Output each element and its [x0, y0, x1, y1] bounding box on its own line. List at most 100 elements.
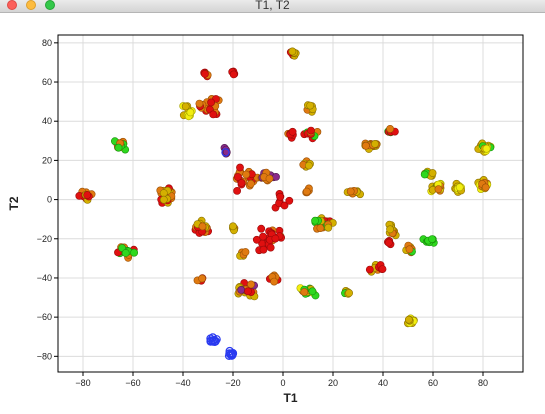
x-tick-label: 40	[378, 378, 388, 388]
data-point	[159, 195, 168, 204]
data-point	[386, 125, 394, 133]
data-point	[346, 187, 355, 196]
data-point	[345, 289, 353, 297]
data-point	[229, 70, 238, 79]
data-point	[200, 70, 209, 78]
close-window-button[interactable]	[7, 0, 17, 10]
data-point	[198, 222, 207, 231]
data-point	[233, 173, 242, 181]
data-point	[181, 102, 190, 111]
data-point	[361, 141, 370, 150]
data-point	[434, 185, 443, 194]
data-point	[265, 174, 274, 183]
data-point	[247, 280, 255, 289]
data-point	[229, 222, 237, 231]
data-point	[455, 183, 464, 192]
data-point	[186, 108, 195, 117]
data-point	[259, 245, 268, 254]
plot-grid	[58, 35, 523, 372]
y-tick-label: −60	[37, 312, 52, 322]
data-point	[221, 148, 230, 157]
x-tick-label: −80	[75, 378, 90, 388]
data-point	[270, 277, 278, 286]
data-point	[481, 183, 490, 192]
y-tick-label: 60	[42, 77, 52, 87]
data-point	[244, 287, 252, 296]
x-tick-label: −40	[175, 378, 190, 388]
data-point	[226, 350, 235, 360]
data-point	[237, 285, 246, 294]
data-point	[276, 192, 284, 201]
data-point	[237, 178, 246, 187]
data-point	[257, 224, 266, 233]
data-point	[208, 336, 217, 345]
data-point	[130, 248, 138, 257]
data-point	[378, 265, 387, 273]
data-point	[288, 127, 297, 136]
data-point	[83, 191, 92, 199]
window-title: T1, T2	[255, 0, 290, 12]
x-tick-label: −60	[125, 378, 140, 388]
data-point	[246, 179, 255, 188]
x-tick-label: 0	[280, 378, 285, 388]
data-point	[114, 143, 123, 152]
axis-ticks: −80 −60 −40 −20 0 20 40 60 80 −80 −60 −40 −20 0 20 40 60…	[37, 38, 488, 388]
x-tick-label: −20	[225, 378, 240, 388]
data-point	[241, 248, 250, 256]
data-point	[316, 224, 325, 232]
data-point	[420, 170, 429, 179]
data-point	[252, 235, 261, 244]
data-point	[311, 216, 319, 225]
data-point	[405, 245, 414, 254]
x-tick-label: 20	[328, 378, 338, 388]
data-point	[207, 98, 215, 107]
data-point	[195, 99, 204, 108]
data-point	[198, 274, 206, 283]
y-axis-label: T2	[7, 196, 21, 210]
minimize-window-button[interactable]	[26, 0, 36, 10]
y-tick-label: −40	[37, 273, 52, 283]
scatter-plot: −80 −60 −40 −20 0 20 40 60 80 −80 −60 −40 −20 0 20 40 60…	[7, 34, 524, 405]
data-point	[259, 232, 267, 241]
zoom-window-button[interactable]	[45, 0, 55, 10]
x-axis-label: T1	[283, 391, 297, 405]
data-point	[307, 126, 315, 135]
y-tick-label: 0	[47, 195, 52, 205]
data-points	[75, 47, 495, 360]
data-point	[159, 189, 168, 197]
y-tick-label: 40	[42, 116, 52, 126]
data-point	[233, 186, 241, 195]
data-point	[209, 110, 218, 119]
x-tick-label: 60	[428, 378, 438, 388]
data-point	[308, 287, 317, 296]
x-tick-label: 80	[478, 378, 488, 388]
data-point	[304, 161, 313, 170]
data-point	[428, 235, 436, 243]
y-tick-label: −80	[37, 351, 52, 361]
title-bar: T1, T2	[0, 0, 545, 13]
data-point	[242, 170, 250, 179]
data-point	[236, 163, 244, 172]
data-point	[266, 243, 275, 252]
data-point	[384, 238, 393, 247]
data-point	[300, 288, 309, 296]
data-point	[285, 196, 294, 205]
data-point	[386, 225, 394, 234]
data-point	[324, 223, 333, 232]
data-point	[404, 315, 413, 324]
data-point	[272, 172, 280, 181]
data-point	[365, 265, 374, 274]
data-point	[371, 139, 379, 148]
y-tick-label: 80	[42, 38, 52, 48]
data-point	[306, 101, 315, 110]
data-point	[302, 187, 311, 196]
data-point	[121, 249, 130, 257]
plot-frame	[57, 34, 524, 373]
data-point	[271, 234, 280, 243]
data-point	[482, 144, 491, 153]
y-tick-label: −20	[37, 234, 52, 244]
data-point	[428, 169, 437, 177]
data-point	[280, 201, 289, 210]
y-tick-label: 20	[42, 155, 52, 165]
